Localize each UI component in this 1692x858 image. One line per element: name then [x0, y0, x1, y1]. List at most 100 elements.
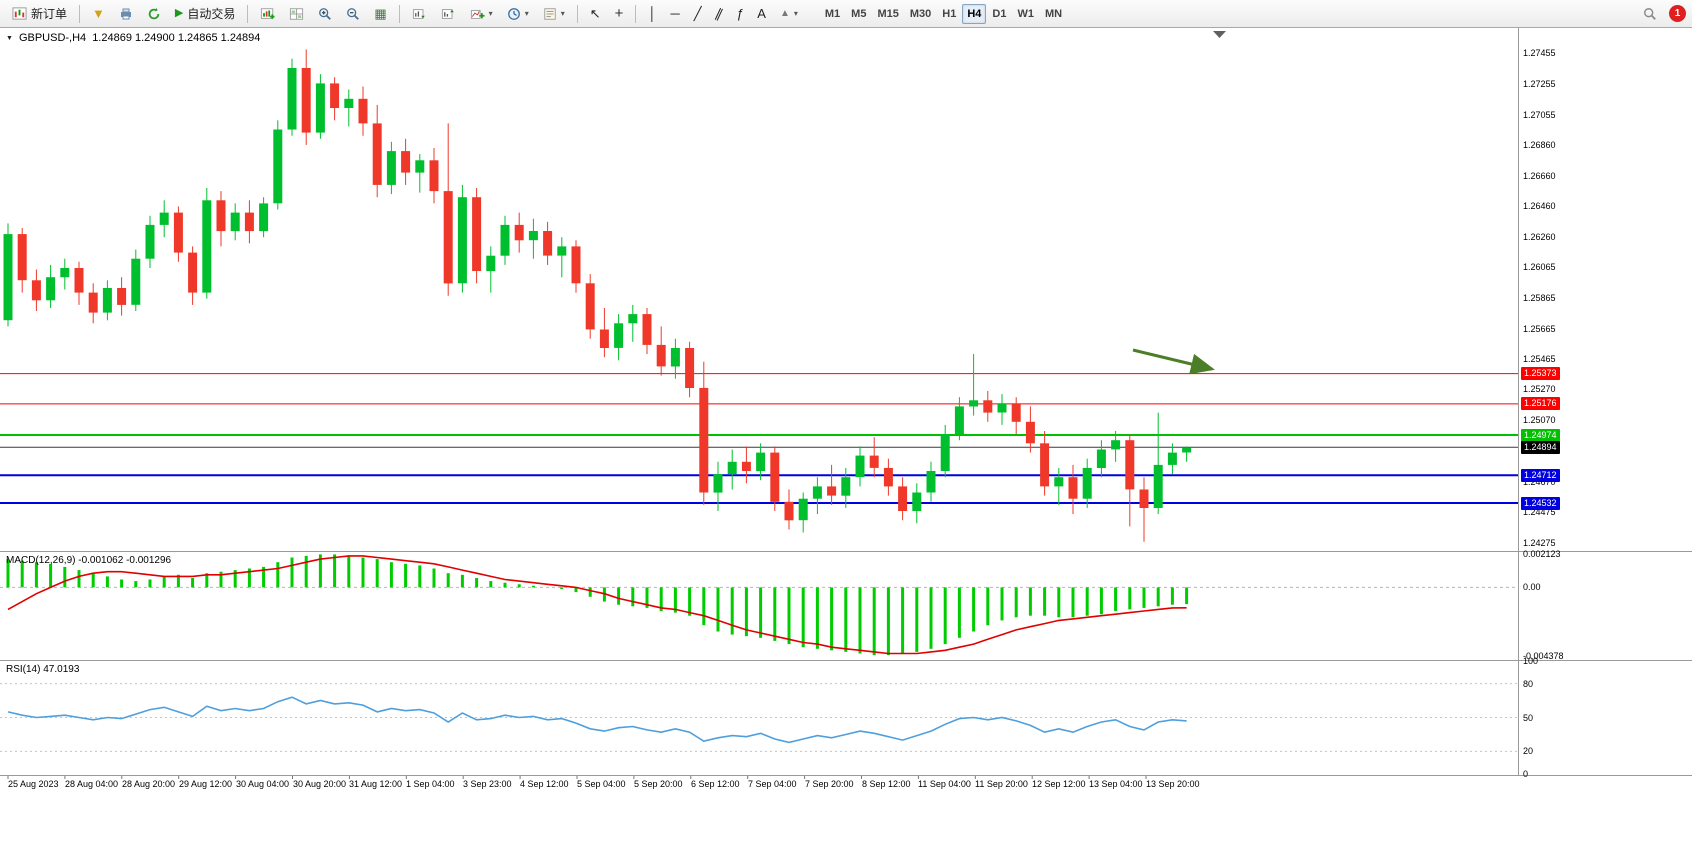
time-label: 30 Aug 20:00 — [293, 779, 347, 789]
time-label: 28 Aug 04:00 — [65, 779, 119, 789]
macd-signal-line — [7, 555, 1187, 655]
chart-header: ▼ GBPUSD-,H4 1.24869 1.24900 1.24865 1.2… — [6, 32, 260, 44]
rsi-axis-tick: 50 — [1523, 713, 1534, 723]
timeframe-toolbar: M1 M5 M15 M30 H1 H4 D1 W1 MN — [820, 3, 1067, 24]
add-indicator-icon — [470, 9, 485, 19]
price-tick: 1.26460 — [1523, 201, 1556, 211]
dropdown-icon: ▾ — [524, 9, 529, 18]
printer-icon — [120, 8, 131, 19]
time-label: 3 Sep 23:00 — [463, 779, 512, 789]
vertical-line-tool-button[interactable]: │ — [642, 3, 662, 25]
zoom-in-button[interactable] — [312, 3, 338, 25]
time-label: 13 Sep 04:00 — [1089, 779, 1143, 789]
time-label: 28 Aug 20:00 — [122, 779, 176, 789]
chart-canvas[interactable] — [0, 28, 1692, 792]
funnel-button[interactable]: ▼ — [86, 3, 111, 25]
timeframe-m15-button[interactable]: M15 — [872, 4, 903, 24]
time-label: 7 Sep 04:00 — [748, 779, 797, 789]
auto-scroll-icon — [412, 8, 425, 19]
price-tick: 1.25270 — [1523, 384, 1556, 394]
macd-axis-tick: -0.004378 — [1523, 651, 1564, 661]
periods-button[interactable]: ▾ — [501, 3, 535, 25]
time-label: 4 Sep 12:00 — [520, 779, 569, 789]
notification-badge[interactable]: 1 — [1669, 5, 1686, 22]
price-tick: 1.25070 — [1523, 415, 1556, 425]
main-toolbar: 新订单 ▼ ▶ 自动交易 ▦ ▾ ▾ ▾ — [0, 0, 1692, 28]
rsi-line — [7, 696, 1187, 744]
macd-axis-tick: 0.00 — [1523, 582, 1541, 592]
chart-window: ▼ GBPUSD-,H4 1.24869 1.24900 1.24865 1.2… — [0, 28, 1692, 858]
zoom-in-icon — [319, 7, 332, 20]
price-line-label: 1.25373 — [1521, 367, 1560, 380]
price-line-label: 1.24532 — [1521, 497, 1560, 510]
search-icon — [1644, 7, 1656, 20]
rsi-axis-tick: 80 — [1523, 679, 1534, 689]
auto-trading-button[interactable]: ▶ 自动交易 — [169, 3, 241, 25]
price-tick: 1.27255 — [1523, 79, 1556, 89]
price-tick: 1.25865 — [1523, 293, 1556, 303]
shapes-icon: ▲ — [779, 7, 790, 19]
toolbar-separator — [398, 4, 400, 23]
fibonacci-tool-button[interactable]: ƒ — [730, 3, 749, 25]
zoom-out-button[interactable] — [340, 3, 366, 25]
price-line-label: 1.25176 — [1521, 397, 1560, 410]
new-order-button[interactable]: 新订单 — [6, 3, 73, 25]
timeframe-h4-button[interactable]: H4 — [962, 3, 987, 24]
tile-windows-button[interactable]: ▦ — [368, 3, 392, 25]
auto-scroll-button[interactable] — [406, 3, 433, 25]
funnel-icon: ▼ — [92, 6, 105, 21]
channel-icon: ∥ — [712, 5, 725, 22]
time-label: 7 Sep 20:00 — [805, 779, 854, 789]
rsi-indicator-label: RSI(14) 47.0193 — [6, 664, 80, 675]
crosshair-tool-button[interactable]: + — [609, 3, 630, 25]
arrow-annotation — [1132, 348, 1215, 375]
chart-shift-button[interactable] — [435, 3, 462, 25]
text-tool-button[interactable]: A — [751, 3, 772, 25]
toolbar-separator — [79, 4, 81, 23]
search-button[interactable] — [1637, 3, 1663, 25]
price-tick: 1.25665 — [1523, 324, 1556, 334]
templates-button[interactable]: ▾ — [537, 3, 571, 25]
new-order-label: 新订单 — [31, 7, 68, 21]
price-line-label: 1.24712 — [1521, 469, 1560, 482]
profiles-button[interactable] — [283, 3, 310, 25]
dropdown-icon: ▾ — [560, 9, 565, 18]
timeframe-d1-button[interactable]: D1 — [987, 4, 1011, 24]
macd-axis-tick: 0.002123 — [1523, 549, 1561, 559]
text-icon: A — [757, 6, 766, 21]
fibonacci-icon: ƒ — [736, 6, 744, 21]
cursor-icon: ↖ — [589, 6, 601, 21]
symbol-period-label: GBPUSD-,H4 — [18, 32, 87, 44]
refresh-button[interactable] — [141, 3, 167, 25]
channel-tool-button[interactable]: ∥ — [710, 3, 729, 25]
timeframe-h1-button[interactable]: H1 — [937, 4, 961, 24]
time-label: 29 Aug 12:00 — [179, 779, 233, 789]
indicators-button[interactable]: ▾ — [464, 3, 499, 25]
price-tick: 1.24475 — [1523, 507, 1556, 517]
timeframe-m30-button[interactable]: M30 — [905, 4, 936, 24]
refresh-icon — [148, 7, 160, 19]
price-line-label: 1.24894 — [1521, 441, 1560, 454]
print-button[interactable] — [113, 3, 139, 25]
trendline-tool-button[interactable]: ╱ — [688, 3, 708, 25]
horizontal-line-tool-button[interactable]: ─ — [665, 3, 686, 25]
dropdown-icon: ▾ — [793, 9, 798, 18]
new-chart-button[interactable] — [254, 3, 281, 25]
price-tick: 1.27455 — [1523, 48, 1556, 58]
timeframe-m5-button[interactable]: M5 — [846, 4, 871, 24]
toolbar-separator — [247, 4, 249, 23]
cursor-tool-button[interactable]: ↖ — [584, 3, 607, 25]
macd-indicator-label: MACD(12,26,9) -0.001062 -0.001296 — [6, 555, 172, 566]
price-line-label: 1.24974 — [1521, 429, 1560, 442]
shapes-tool-button[interactable]: ▲ ▾ — [774, 3, 804, 25]
ohlc-quote-label: 1.24869 1.24900 1.24865 1.24894 — [92, 32, 261, 44]
time-label: 5 Sep 20:00 — [634, 779, 683, 789]
price-tick: 1.27055 — [1523, 110, 1556, 120]
toolbar-right-group: 1 — [1637, 3, 1686, 25]
timeframe-w1-button[interactable]: W1 — [1012, 4, 1039, 24]
symbol-marker-icon: ▼ — [6, 34, 13, 42]
timeframe-mn-button[interactable]: MN — [1040, 4, 1067, 24]
timeframe-m1-button[interactable]: M1 — [820, 4, 845, 24]
zoom-out-icon — [347, 7, 360, 20]
horizontal-line-icon: ─ — [670, 6, 680, 21]
